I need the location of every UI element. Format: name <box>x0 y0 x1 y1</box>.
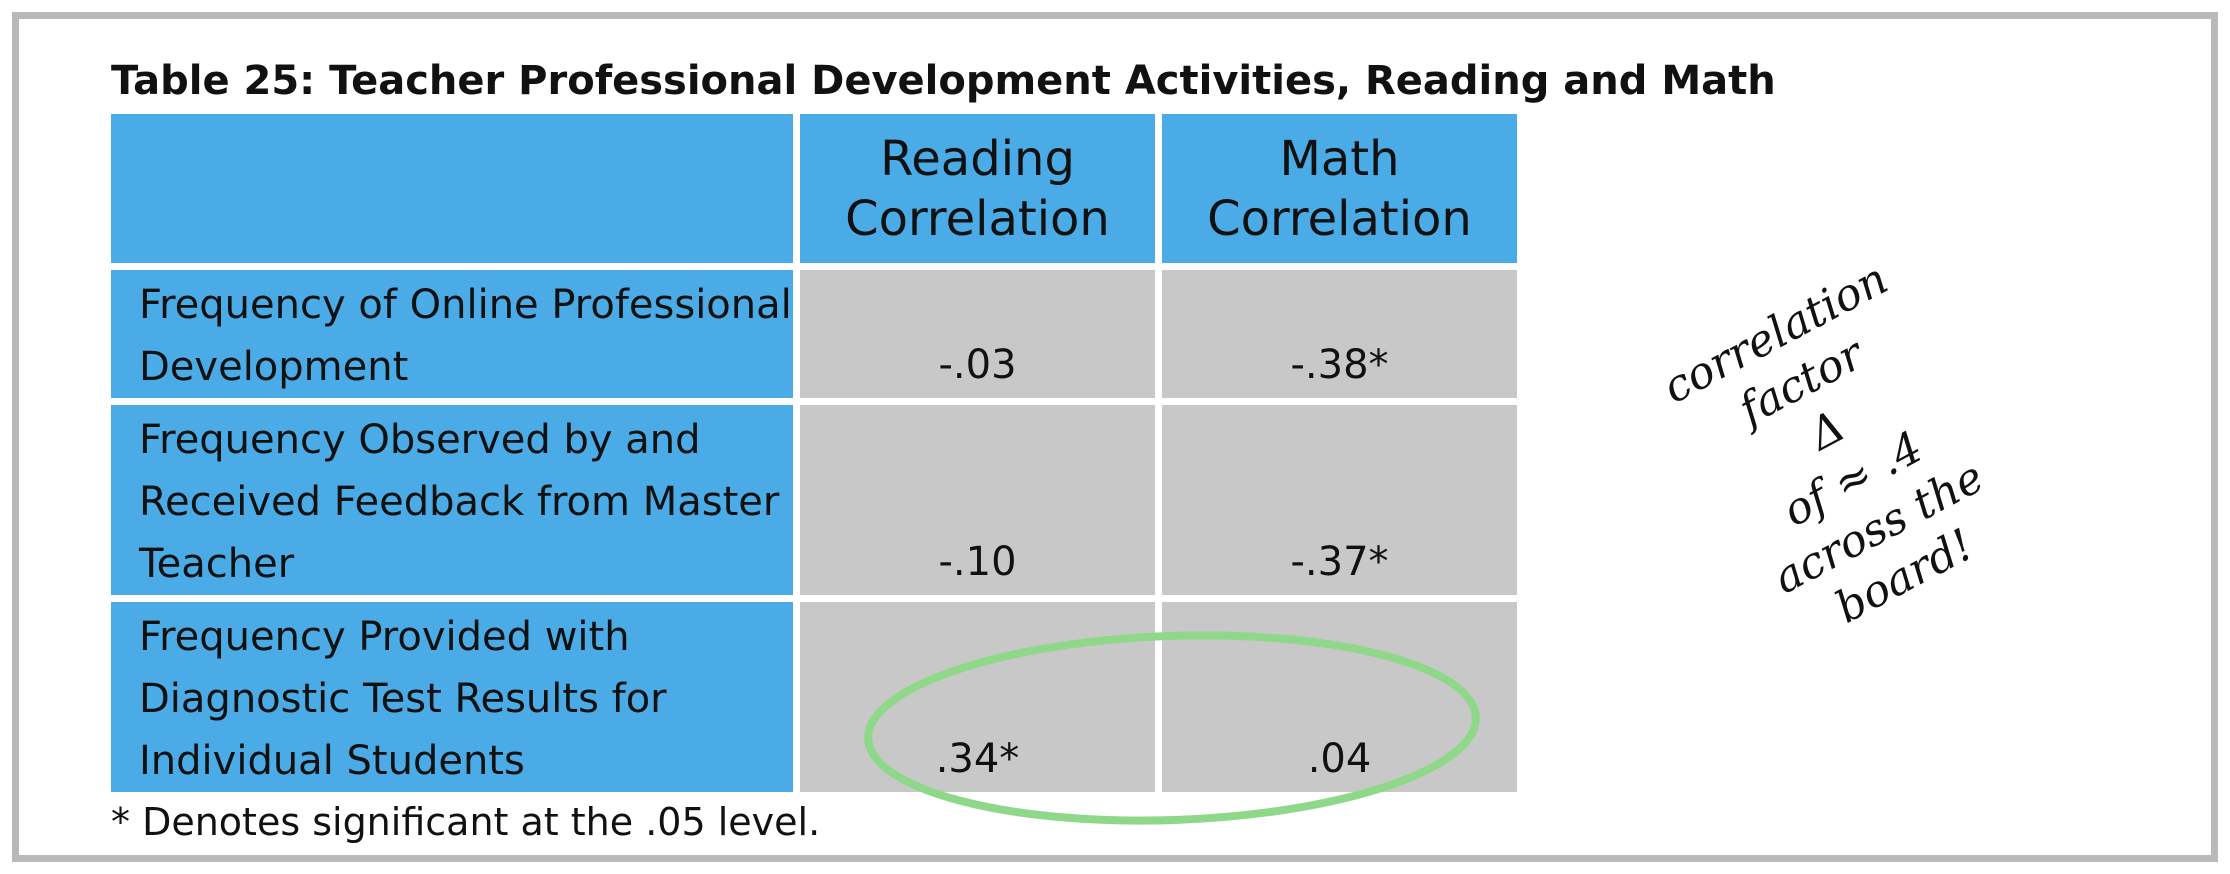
table: Reading Correlation Math Correlation Fre… <box>104 107 1524 799</box>
table-title: Table 25: Teacher Professional Developme… <box>111 58 1776 104</box>
header-cell: Math Correlation <box>1162 114 1517 263</box>
value-cell: -.10 <box>800 405 1155 595</box>
value-cell: .34* <box>800 602 1155 792</box>
header-row: Reading Correlation Math Correlation <box>111 114 1517 263</box>
value-cell: -.38* <box>1162 270 1517 398</box>
highlight-circle <box>864 631 1480 825</box>
table-row: Frequency Observed by and Received Feedb… <box>111 405 1517 595</box>
frame <box>12 12 2218 862</box>
header-cell <box>111 114 793 263</box>
header-cell: Reading Correlation <box>800 114 1155 263</box>
row-label: Frequency of Online Professional Develop… <box>111 270 793 398</box>
row-label: Frequency Observed by and Received Feedb… <box>111 405 793 595</box>
table-row: Frequency of Online Professional Develop… <box>111 270 1517 398</box>
footnote: * Denotes significant at the .05 level. <box>111 800 821 844</box>
row-label: Frequency Provided with Diagnostic Test … <box>111 602 793 792</box>
value-cell: -.03 <box>800 270 1155 398</box>
table-row: Frequency Provided with Diagnostic Test … <box>111 602 1517 792</box>
value-cell: -.37* <box>1162 405 1517 595</box>
